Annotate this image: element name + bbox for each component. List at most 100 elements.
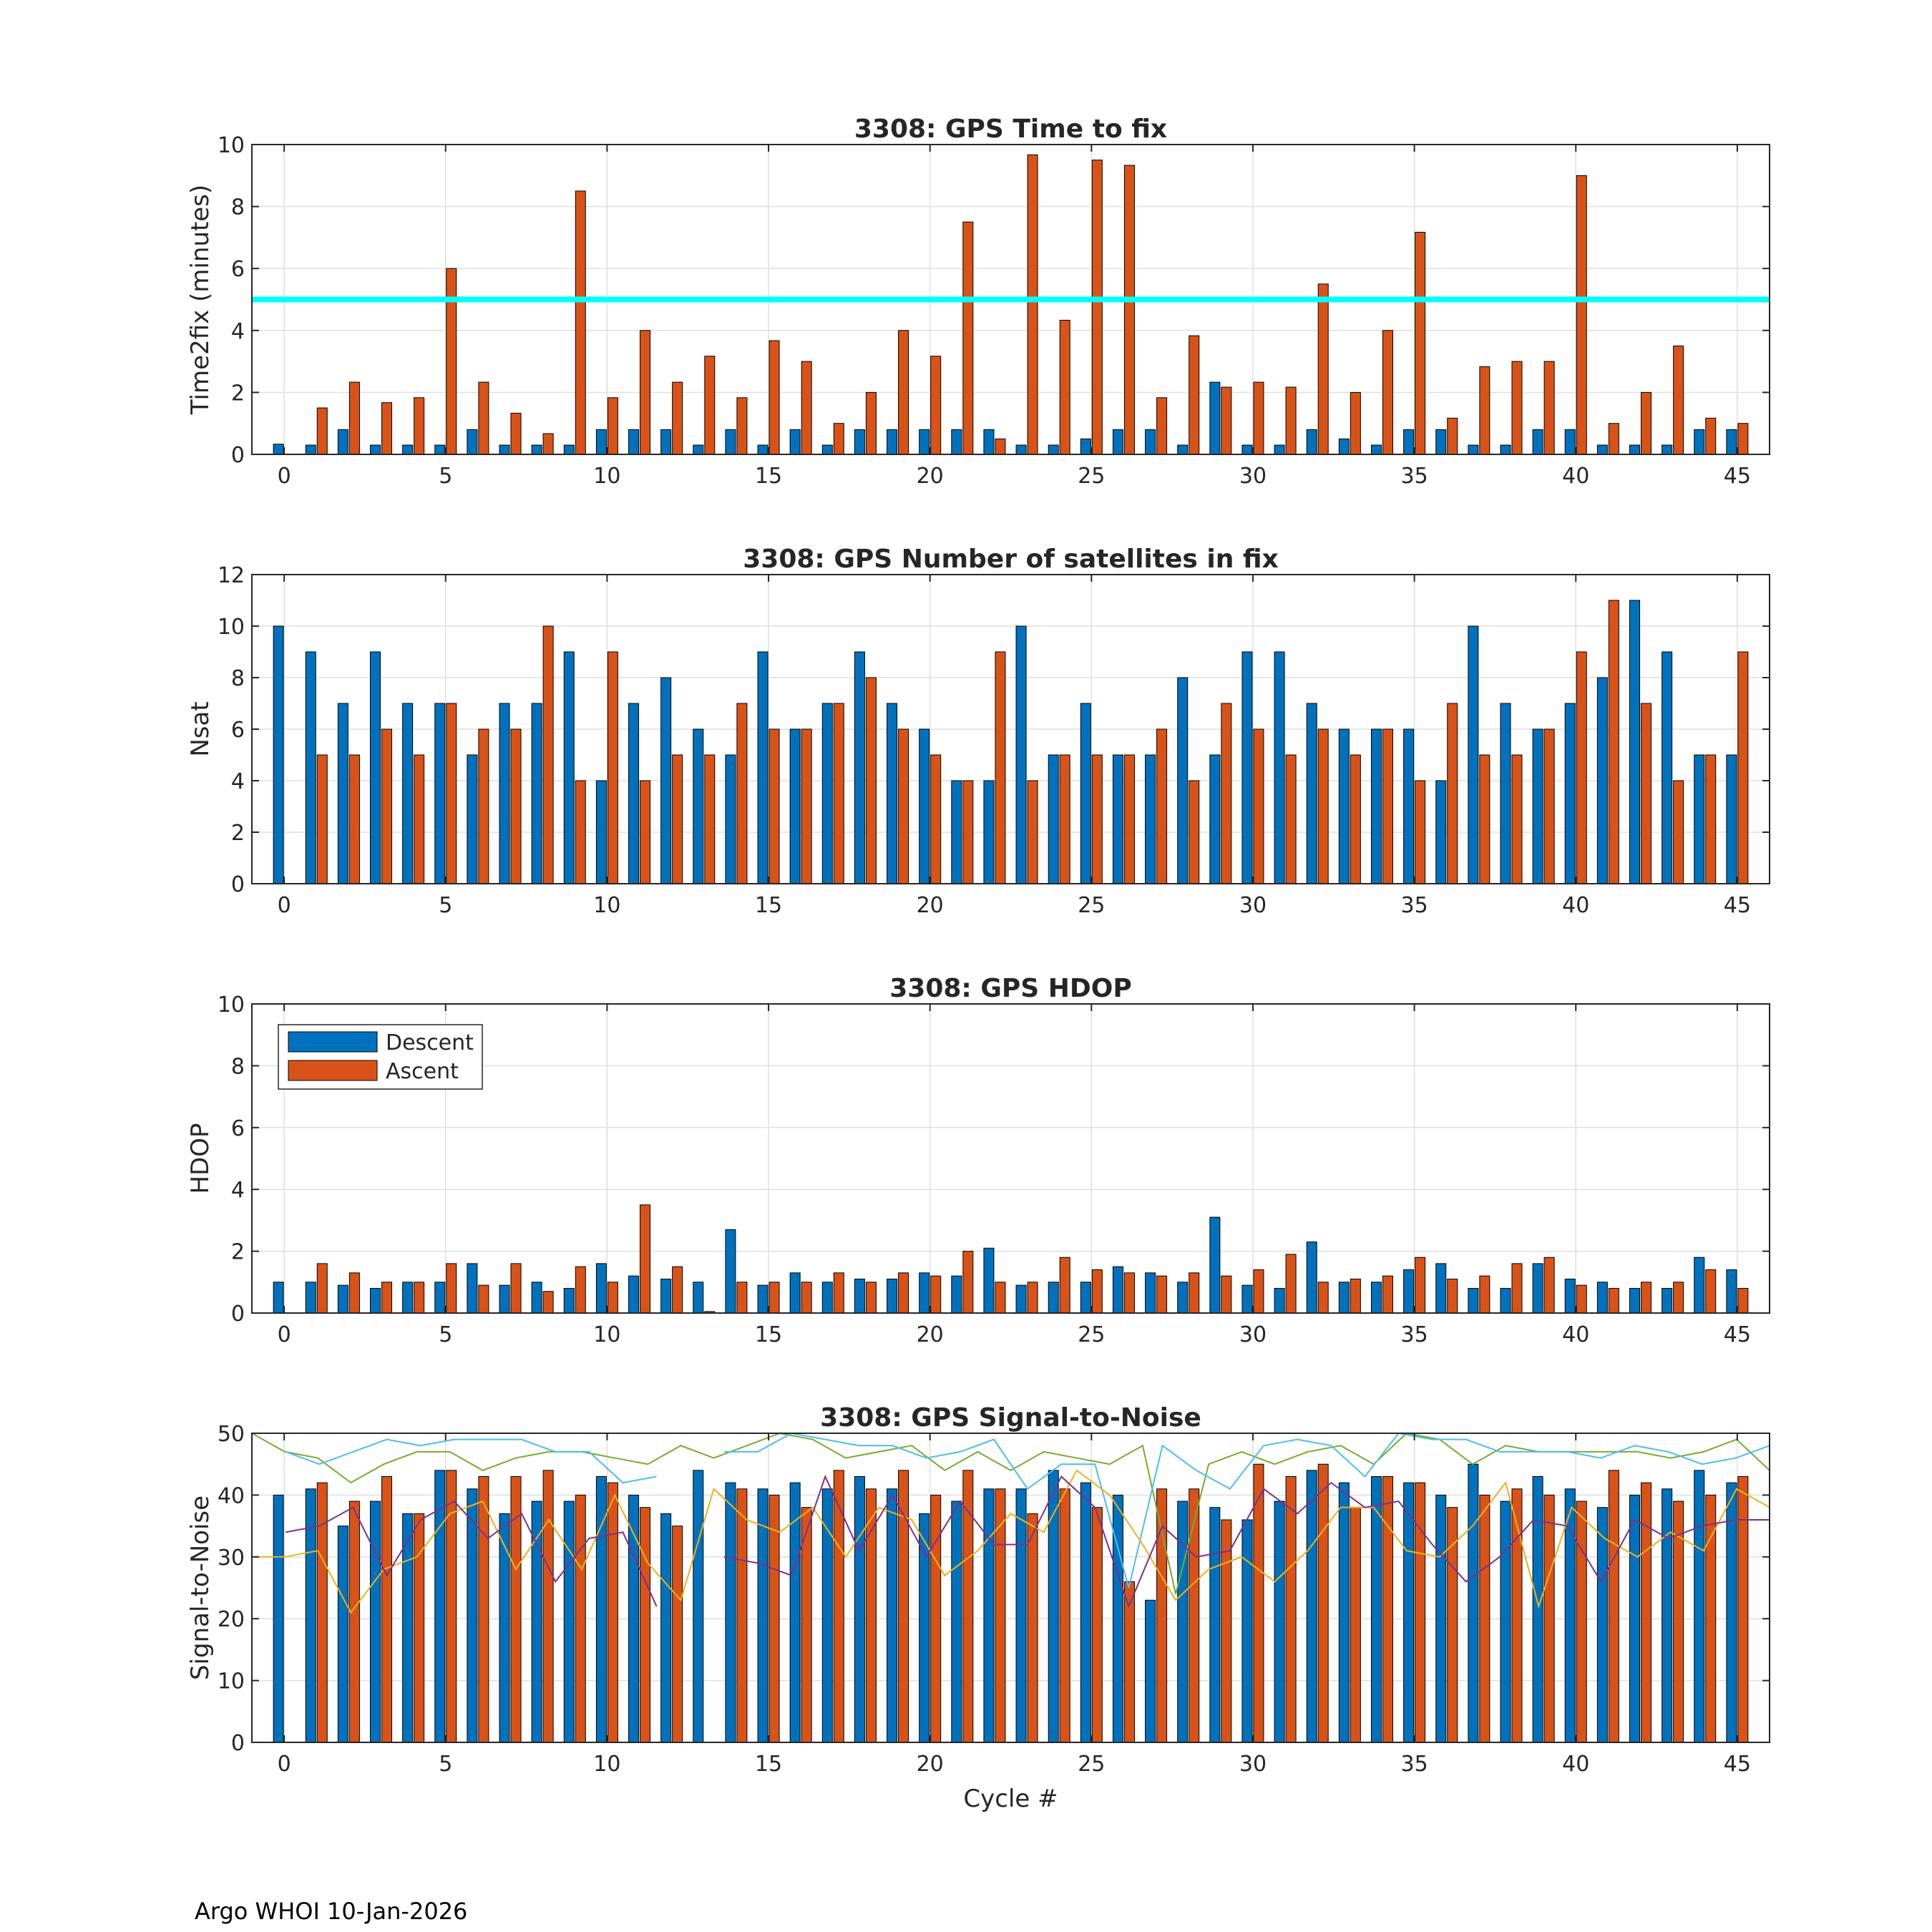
bar-descent-18 (854, 429, 865, 455)
y-tick-label: 4 (231, 769, 245, 794)
bar-descent-19 (887, 703, 898, 884)
chart-title: 3308: GPS HDOP (889, 974, 1132, 1003)
bar-descent-7 (499, 1284, 510, 1314)
bar-ascent-35 (1415, 780, 1426, 884)
y-tick-label: 4 (231, 319, 245, 344)
bar-descent-43 (1662, 444, 1673, 455)
x-tick-label: 10 (593, 1322, 620, 1347)
bar-descent-14 (725, 1229, 736, 1314)
bar-descent-7 (499, 703, 510, 884)
y-tick-label: 2 (231, 381, 245, 406)
axes-box (251, 1003, 1770, 1314)
bar-descent-28 (1177, 677, 1189, 884)
bar-descent-45 (1726, 429, 1737, 455)
bar-descent-20 (919, 1272, 930, 1314)
bar-descent-40 (1564, 703, 1576, 884)
bar-descent-34 (1370, 444, 1382, 455)
y-tick-label: 12 (218, 563, 245, 588)
bar-ascent-32 (1317, 1463, 1329, 1743)
bar-descent-34 (1370, 1282, 1382, 1314)
snr-line-cyan (723, 1432, 1770, 1589)
bar-ascent-42 (1640, 391, 1652, 455)
x-tick-label: 40 (1562, 1752, 1589, 1777)
chart-title: 3308: GPS Time to fix (854, 114, 1167, 144)
bar-descent-12 (660, 1278, 672, 1314)
bar-ascent-4 (414, 1282, 425, 1314)
y-tick-label: 10 (218, 1669, 245, 1694)
bar-ascent-34 (1382, 1275, 1393, 1314)
bar-ascent-20 (930, 754, 942, 884)
y-axis-label: Nsat (186, 701, 215, 756)
bar-ascent-7 (510, 1263, 522, 1314)
x-tick-label: 40 (1562, 1322, 1589, 1347)
bar-ascent-2 (348, 1501, 360, 1743)
bar-descent-42 (1629, 1287, 1640, 1314)
x-tick-label: 10 (593, 893, 620, 918)
bar-descent-22 (983, 1247, 995, 1314)
bar-descent-16 (789, 1482, 801, 1743)
x-tick-label: 5 (439, 464, 452, 489)
y-tick-label: 0 (231, 872, 245, 897)
x-tick-label: 35 (1401, 1322, 1428, 1347)
bar-descent-12 (660, 677, 672, 884)
bar-descent-3 (370, 1501, 381, 1743)
bar-ascent-1 (316, 754, 328, 884)
bar-ascent-24 (1059, 754, 1070, 884)
bar-descent-17 (821, 703, 833, 884)
bar-descent-42 (1629, 600, 1640, 884)
bar-descent-43 (1662, 651, 1673, 884)
bar-descent-27 (1145, 429, 1156, 455)
bar-ascent-44 (1705, 417, 1717, 455)
bar-descent-23 (1015, 1284, 1027, 1314)
bar-ascent-28 (1189, 780, 1200, 884)
bar-descent-1 (305, 651, 316, 884)
y-tick-label: 2 (231, 1240, 245, 1265)
bar-ascent-33 (1350, 754, 1361, 884)
bar-ascent-29 (1221, 1275, 1232, 1314)
bar-ascent-2 (348, 754, 360, 884)
y-tick-label: 6 (231, 257, 245, 282)
bar-descent-4 (402, 444, 414, 455)
bar-descent-38 (1500, 703, 1511, 884)
bar-ascent-14 (736, 1282, 748, 1314)
bar-descent-24 (1048, 444, 1059, 455)
bar-ascent-44 (1705, 754, 1717, 884)
bar-descent-7 (499, 444, 510, 455)
bar-ascent-11 (640, 780, 651, 884)
bar-descent-35 (1403, 1269, 1415, 1314)
y-tick-label: 50 (218, 1422, 245, 1447)
bar-descent-36 (1435, 780, 1447, 884)
bar-ascent-7 (510, 1475, 522, 1743)
x-tick-label: 15 (755, 1322, 782, 1347)
bar-ascent-14 (736, 1488, 748, 1743)
x-tick-label: 40 (1562, 464, 1589, 489)
bar-ascent-32 (1317, 283, 1329, 455)
bar-ascent-23 (1027, 154, 1038, 455)
bar-ascent-16 (801, 361, 812, 455)
bar-ascent-13 (704, 754, 716, 884)
bar-descent-4 (402, 1282, 414, 1314)
bar-ascent-35 (1415, 1482, 1426, 1743)
bar-ascent-17 (833, 423, 844, 455)
bar-ascent-9 (575, 1266, 586, 1314)
bar-descent-25 (1080, 438, 1091, 455)
bar-ascent-1 (316, 1263, 328, 1314)
bar-descent-29 (1209, 1507, 1221, 1743)
bar-descent-10 (595, 780, 607, 884)
x-tick-label: 10 (593, 1752, 620, 1777)
bar-descent-18 (854, 1475, 865, 1743)
bar-ascent-30 (1253, 381, 1264, 455)
bar-ascent-10 (607, 1282, 618, 1314)
panel-signal-to-noise: 0 5 10 15 20 25 30 35 40 45 0 10 20 30 40 50 3308: GPS S… (186, 1403, 1770, 1813)
bar-ascent-19 (898, 1272, 909, 1314)
legend-swatch-descent (288, 1031, 378, 1053)
x-tick-label: 25 (1078, 1322, 1105, 1347)
bar-descent-38 (1500, 1501, 1511, 1743)
bar-ascent-9 (575, 1494, 586, 1743)
bar-ascent-42 (1640, 1482, 1652, 1743)
bar-ascent-5 (446, 268, 457, 455)
bar-descent-44 (1694, 429, 1705, 455)
bar-descent-30 (1241, 1519, 1253, 1743)
bar-descent-6 (467, 1488, 478, 1743)
